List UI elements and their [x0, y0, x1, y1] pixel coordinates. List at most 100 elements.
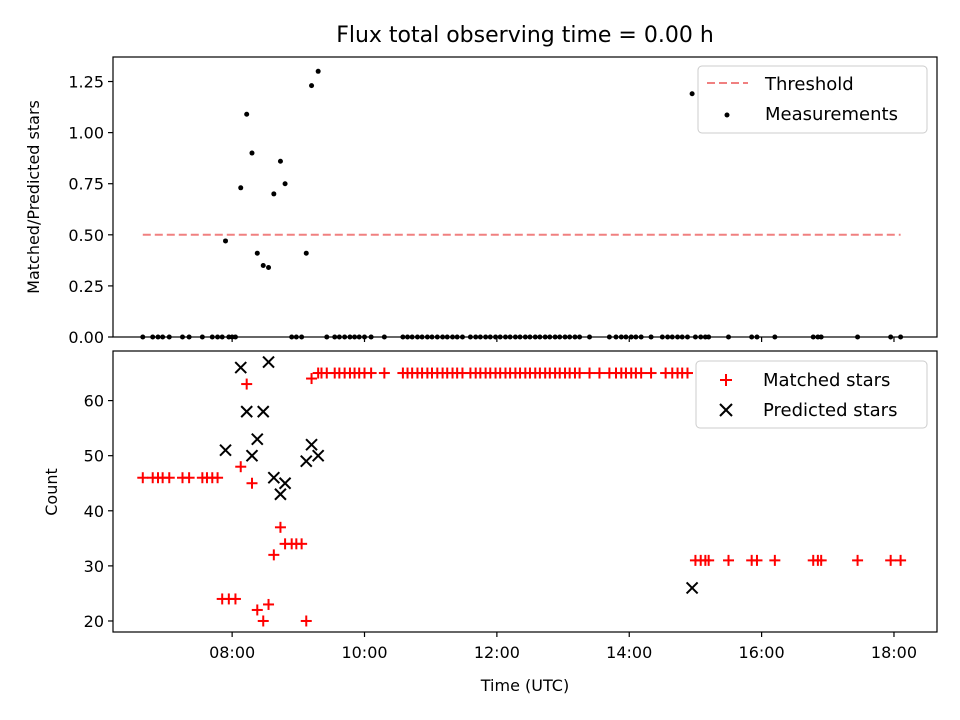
- measurement-point: [249, 150, 255, 156]
- legend-threshold-label: Threshold: [764, 74, 854, 95]
- top-axes-frame: [112, 56, 938, 338]
- matched-star-point: [815, 554, 827, 566]
- bottom-y-tick-label: 30: [84, 557, 104, 576]
- matched-star-point: [895, 554, 907, 566]
- matched-star-point: [645, 367, 657, 379]
- top-y-axis-label: Matched/Predicted stars: [24, 100, 43, 294]
- legend-measurements-marker: [724, 112, 730, 118]
- bottom-axes-frame: [112, 350, 938, 633]
- measurement-point: [260, 262, 266, 268]
- chart-title: Flux total observing time = 0.00 h: [336, 23, 714, 48]
- legend-matched-label: Matched stars: [763, 370, 890, 391]
- top-y-tick-label: 0.00: [68, 328, 104, 347]
- measurement-point: [254, 250, 260, 256]
- matched-star-point: [300, 615, 312, 627]
- measurement-point: [277, 158, 283, 164]
- predicted-star-point: [311, 449, 325, 462]
- bottom-x-tick-label: 12:00: [474, 643, 520, 662]
- measurement-point: [266, 265, 272, 271]
- bottom-x-ticks: 08:00 10:00 12:00 14:00 16:00 18:00: [209, 632, 917, 662]
- bottom-marks: [137, 355, 907, 627]
- matched-star-point: [263, 598, 275, 610]
- predicted-star-point: [245, 449, 259, 462]
- matched-star-point: [257, 615, 269, 627]
- predicted-star-point: [251, 432, 264, 446]
- bottom-y-tick-label: 50: [84, 447, 104, 466]
- bottom-y-tick-label: 60: [84, 392, 104, 411]
- matched-star-point: [163, 472, 175, 484]
- matched-star-point: [274, 521, 286, 533]
- matched-star-point: [703, 554, 715, 566]
- matched-star-point: [769, 554, 781, 566]
- matched-star-point: [378, 367, 390, 379]
- predicted-star-point: [274, 488, 287, 501]
- measurement-point: [315, 68, 321, 74]
- bottom-x-tick-label: 08:00: [209, 643, 255, 662]
- matched-star-point: [681, 367, 693, 379]
- top-y-tick-label: 1.25: [68, 73, 104, 92]
- matched-star-point: [885, 554, 897, 566]
- top-y-ticks: 0.00 0.25 0.50 0.75 1.00 1.25: [68, 73, 113, 347]
- matched-star-point: [306, 373, 318, 385]
- measurement-point: [303, 250, 309, 256]
- bottom-panel: 20 30 40 50 60 08:00 10:00 12:00 14:00 16:00 18:0…: [42, 350, 938, 695]
- matched-star-point: [235, 461, 247, 473]
- matched-star-point: [584, 367, 596, 379]
- matched-star-point: [751, 554, 763, 566]
- x-axis-label: Time (UTC): [480, 676, 569, 695]
- predicted-star-point: [685, 581, 699, 595]
- top-legend: Threshold Measurements: [697, 65, 928, 134]
- matched-star-point: [365, 367, 377, 379]
- bottom-legend-box: [695, 360, 928, 429]
- bottom-y-tick-label: 40: [84, 502, 104, 521]
- predicted-star-point: [240, 405, 253, 418]
- measurement-point: [309, 83, 315, 89]
- bottom-x-tick-label: 10:00: [341, 643, 387, 662]
- legend-measurements-label: Measurements: [765, 104, 898, 125]
- legend-predicted-marker: [719, 403, 733, 417]
- predicted-star-point: [234, 361, 247, 374]
- measurement-point: [244, 111, 250, 117]
- predicted-star-point: [262, 355, 275, 369]
- matched-star-point: [574, 367, 586, 379]
- matched-star-point: [251, 604, 263, 616]
- matched-star-point: [137, 472, 149, 484]
- matched-star-point: [246, 477, 258, 489]
- bottom-x-tick-label: 18:00: [871, 643, 917, 662]
- top-y-tick-label: 1.00: [68, 124, 104, 143]
- predicted-star-point: [257, 405, 270, 418]
- legend-matched-marker: [720, 374, 732, 386]
- top-x-ticks: [231, 337, 895, 342]
- predicted-star-point: [278, 477, 292, 490]
- measurement-point: [238, 185, 244, 191]
- bottom-y-tick-label: 20: [84, 612, 104, 631]
- matched-star-point: [723, 554, 735, 566]
- predicted-star-point: [267, 471, 281, 484]
- matched-star-point: [183, 472, 195, 484]
- bottom-x-tick-label: 14:00: [606, 643, 652, 662]
- predicted-star-point: [300, 454, 313, 468]
- matched-star-point: [635, 367, 647, 379]
- top-legend-box: [697, 65, 928, 134]
- bottom-y-axis-label: Count: [42, 468, 61, 516]
- matched-star-point: [241, 378, 253, 390]
- top-y-tick-label: 0.50: [68, 226, 104, 245]
- matched-star-point: [212, 472, 224, 484]
- matched-star-point: [593, 367, 605, 379]
- measurement-point: [223, 238, 229, 244]
- matched-star-point: [852, 554, 864, 566]
- predicted-star-point: [305, 438, 318, 451]
- measurement-point: [271, 191, 277, 197]
- top-panel: 0.00 0.25 0.50 0.75 1.00 1.25 Matched/Predict…: [24, 56, 938, 347]
- matched-star-point: [268, 549, 280, 561]
- measurement-point: [689, 91, 695, 97]
- measurement-point: [282, 181, 288, 187]
- matched-star-point: [296, 538, 308, 550]
- matched-star-point: [229, 593, 241, 605]
- bottom-y-ticks: 20 30 40 50 60: [84, 392, 113, 631]
- bottom-x-tick-label: 16:00: [739, 643, 785, 662]
- legend-predicted-label: Predicted stars: [763, 400, 897, 421]
- predicted-star-point: [219, 443, 232, 457]
- top-y-tick-label: 0.75: [68, 175, 104, 194]
